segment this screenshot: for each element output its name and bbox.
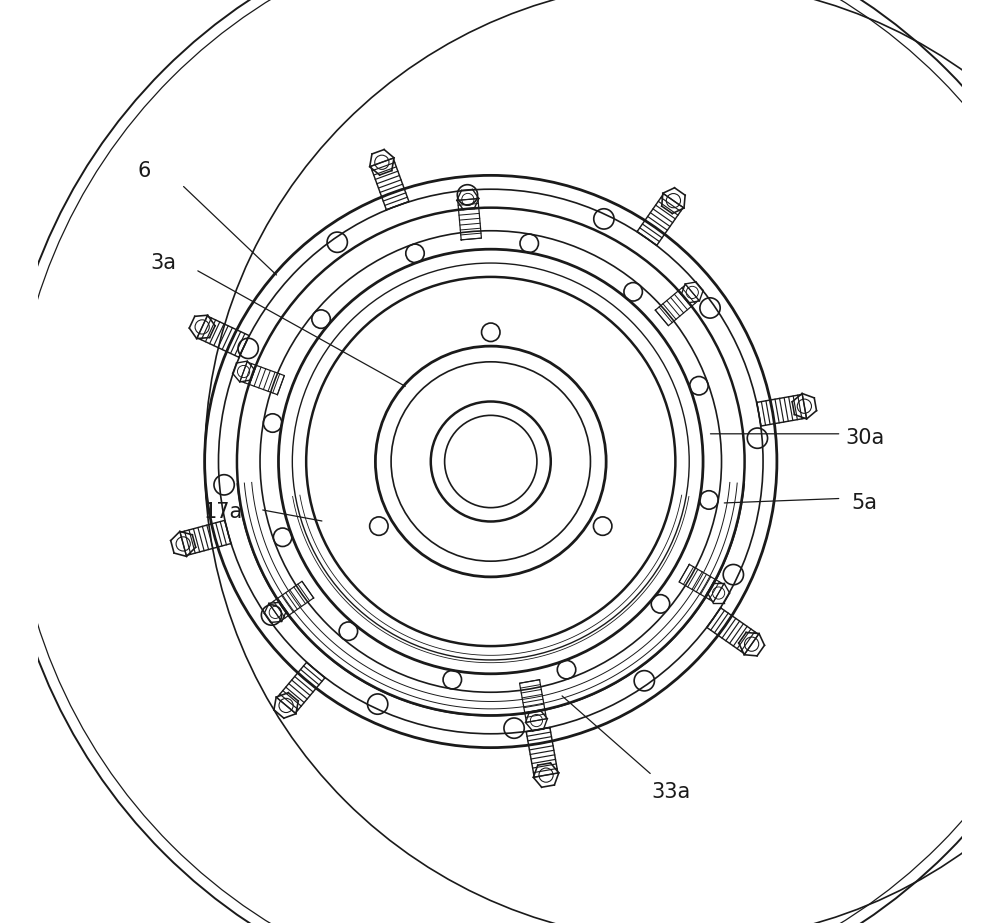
Text: 33a: 33a — [651, 782, 690, 802]
Text: 3a: 3a — [150, 253, 176, 273]
Text: 6: 6 — [138, 161, 151, 181]
Text: 17a: 17a — [203, 502, 243, 522]
Text: 30a: 30a — [845, 428, 884, 449]
Text: 5a: 5a — [852, 493, 878, 513]
